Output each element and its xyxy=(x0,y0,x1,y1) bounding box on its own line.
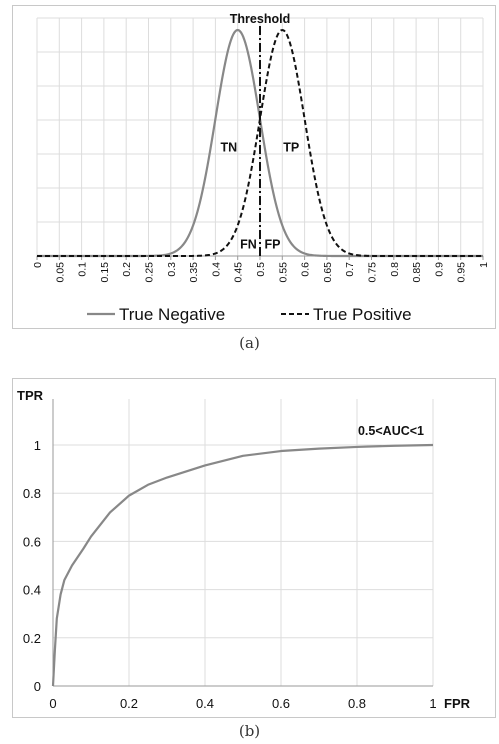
x-tick-label: 0.95 xyxy=(456,262,468,283)
x-tick-label: 0.8 xyxy=(389,262,401,277)
roc-curve-line xyxy=(51,443,434,687)
distribution-chart: 0 0.05 0.1 0.15 0.2 0.25 0.3 0.35 0.4 0.45 0.5 0.55… xyxy=(32,12,490,324)
x-tick-label: 0.25 xyxy=(144,262,156,283)
annotation-tn: TN xyxy=(220,141,237,155)
x-tick-label: 1 xyxy=(429,696,436,711)
auc-annotation: 0.5<AUC<1 xyxy=(358,424,424,438)
y-tick-label: 0.8 xyxy=(23,486,41,501)
y-tick-label: 0.4 xyxy=(23,583,41,598)
x-tick-label: 0.75 xyxy=(367,262,379,283)
x-tick-label: 0.2 xyxy=(121,262,133,277)
x-tick-label: 0.45 xyxy=(233,262,245,283)
caption-a: (a) xyxy=(239,334,260,352)
legend-true-negative-label: True Negative xyxy=(119,305,225,324)
x-tick-label: 0.4 xyxy=(210,262,222,277)
annotation-tp: TP xyxy=(283,141,299,155)
roc-chart: 0 0.2 0.4 0.6 0.8 1 0 0.2 0.4 0.6 0.8 1 TPR FPR 0.5<AU… xyxy=(17,388,471,711)
x-tick-label: 0.1 xyxy=(77,262,89,277)
x-tick-label: 0.65 xyxy=(322,262,334,283)
annotation-fp: FP xyxy=(264,238,280,252)
x-tick-label: 0 xyxy=(49,696,56,711)
y-tick-label: 0.2 xyxy=(23,631,41,646)
legend-true-positive-label: True Positive xyxy=(313,305,412,324)
x-tick-label: 0.7 xyxy=(344,262,356,277)
x-tick-label: 0.2 xyxy=(120,696,138,711)
y-tick-label: 0.6 xyxy=(23,534,41,549)
roc-chart-panel: 0 0.2 0.4 0.6 0.8 1 0 0.2 0.4 0.6 0.8 1 TPR FPR 0.5<AU… xyxy=(12,378,496,718)
x-tick-label: 0.3 xyxy=(166,262,178,277)
threshold-label: Threshold xyxy=(230,12,290,26)
caption-b: (b) xyxy=(238,722,261,740)
distribution-chart-panel: 0 0.05 0.1 0.15 0.2 0.25 0.3 0.35 0.4 0.45 0.5 0.55… xyxy=(12,5,496,329)
x-tick-label: 0 xyxy=(32,262,44,268)
y-tick-label: 1 xyxy=(34,438,41,453)
x-tick-label: 0.8 xyxy=(348,696,366,711)
x-tick-label: 0.5 xyxy=(255,262,267,277)
x-tick-label: 0.9 xyxy=(433,262,445,277)
x-tick-label: 0.4 xyxy=(196,696,214,711)
annotation-fn: FN xyxy=(240,238,257,252)
x-tick-label: 0.05 xyxy=(54,262,66,283)
y-axis-label: TPR xyxy=(17,388,44,403)
x-tick-label: 0.15 xyxy=(99,262,111,283)
x-tick-label: 0.6 xyxy=(272,696,290,711)
x-axis-label: FPR xyxy=(444,696,471,711)
x-tick-label: 1 xyxy=(478,262,490,268)
x-tick-label: 0.85 xyxy=(411,262,423,283)
y-tick-label: 0 xyxy=(34,679,41,694)
x-tick-label: 0.35 xyxy=(188,262,200,283)
x-tick-label: 0.6 xyxy=(300,262,312,277)
x-tick-label: 0.55 xyxy=(277,262,289,283)
